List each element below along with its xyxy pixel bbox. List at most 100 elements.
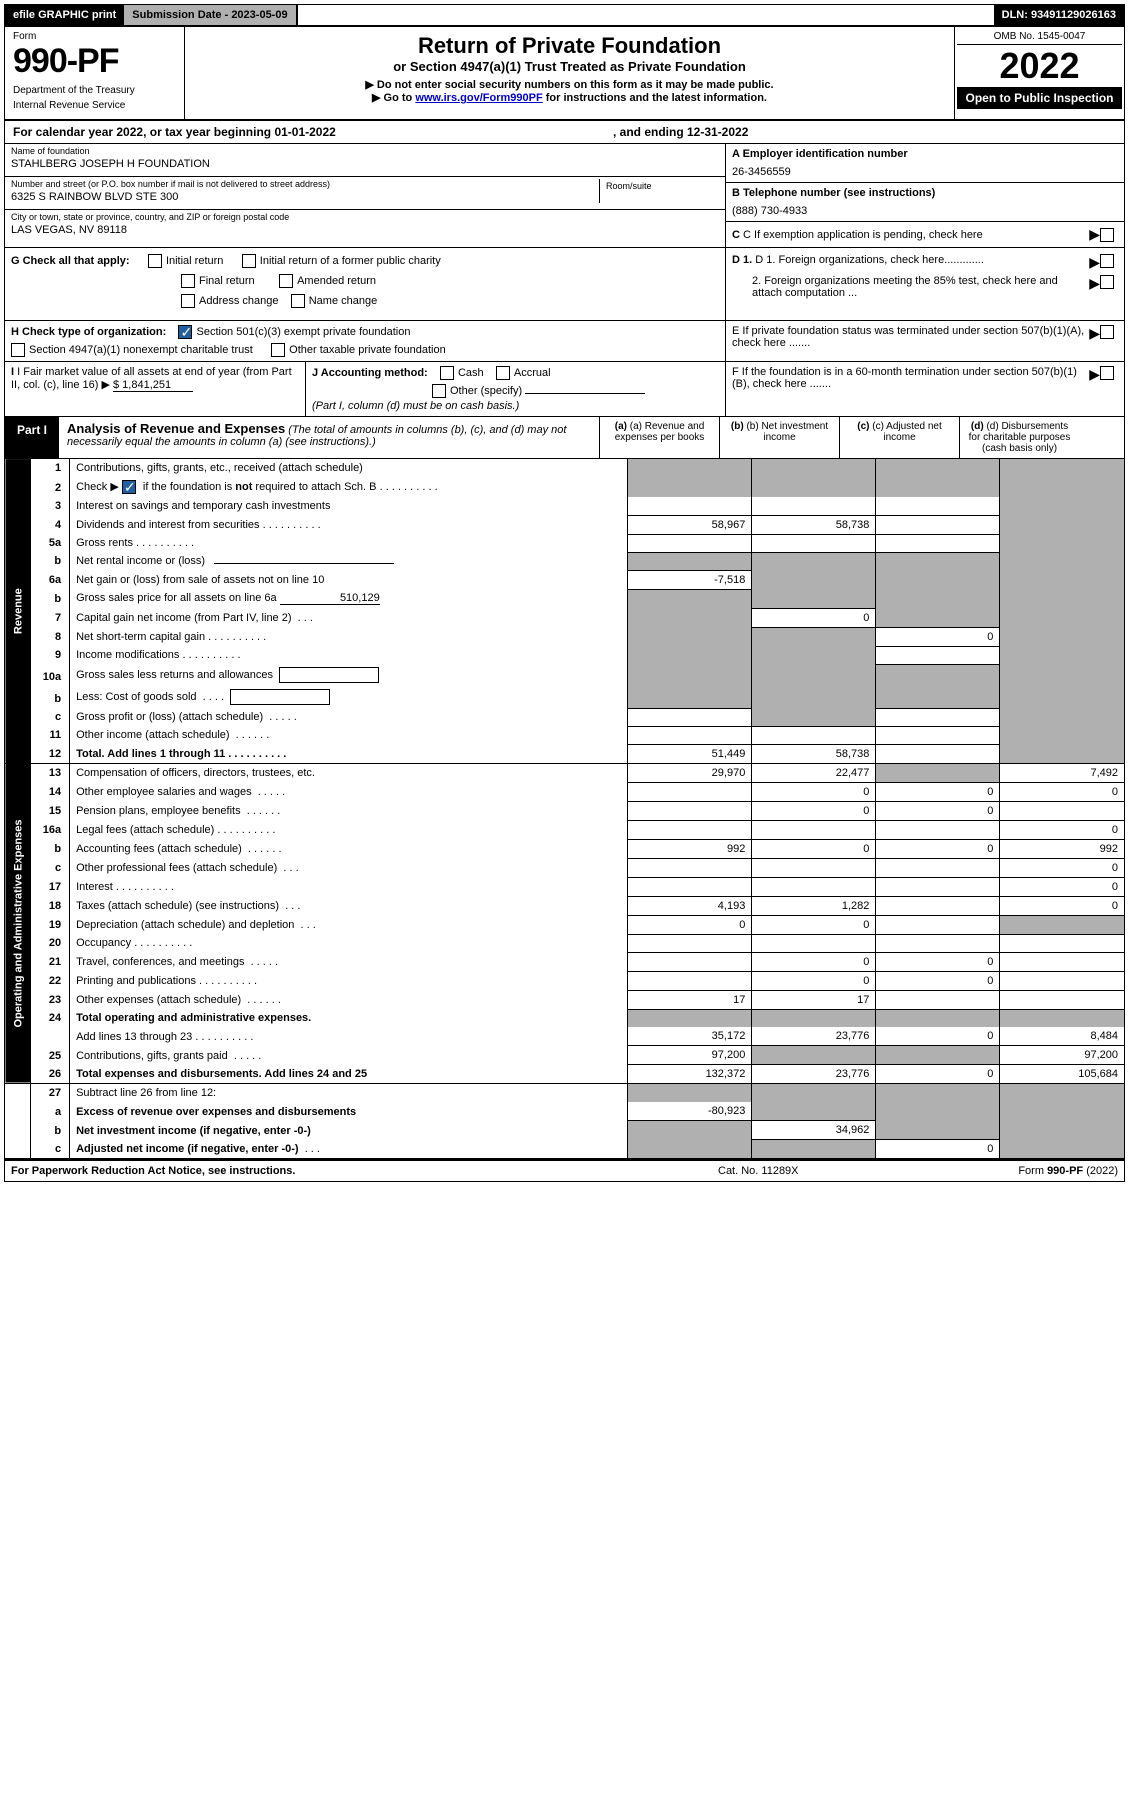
col-c-text: (c) Adjusted net income — [872, 421, 941, 443]
cell: 0 — [752, 971, 876, 990]
cell — [1000, 477, 1124, 497]
g-addr: Address change — [199, 295, 279, 307]
line-num: 15 — [30, 801, 69, 820]
cell — [876, 1084, 1000, 1103]
j-cash-checkbox[interactable] — [440, 366, 454, 380]
cell: 51,449 — [628, 744, 752, 763]
dots — [217, 824, 275, 836]
arrow-icon: ▶ — [1089, 275, 1100, 292]
l16a-text: Legal fees (attach schedule) — [76, 824, 214, 836]
line-num: 2 — [30, 477, 69, 497]
table-row: 11 Other income (attach schedule) . . . … — [5, 726, 1124, 744]
cell — [1000, 915, 1124, 934]
col-b-text: (b) Net investment income — [746, 421, 828, 443]
table-row: 7 Capital gain net income (from Part IV,… — [5, 608, 1124, 627]
d2-text: 2. Foreign organizations meeting the 85%… — [752, 275, 1058, 299]
d1-checkbox[interactable] — [1100, 254, 1114, 268]
table-row: 22 Printing and publications 0 0 — [5, 971, 1124, 990]
cell: 97,200 — [628, 1046, 752, 1065]
l10c-text: Gross profit or (loss) (attach schedule) — [76, 711, 263, 723]
cell — [1000, 686, 1124, 708]
dept-treasury: Department of the Treasury — [13, 85, 176, 96]
city-row: City or town, state or province, country… — [5, 210, 725, 242]
g-final-checkbox[interactable] — [181, 274, 195, 288]
cell — [1000, 952, 1124, 971]
cell — [628, 589, 752, 608]
cell: 0 — [752, 952, 876, 971]
g-initial-checkbox[interactable] — [148, 254, 162, 268]
g-amended-checkbox[interactable] — [279, 274, 293, 288]
g-addr-checkbox[interactable] — [181, 294, 195, 308]
cell — [752, 820, 876, 839]
addr-row: Number and street (or P.O. box number if… — [5, 177, 725, 210]
table-row: 17 Interest 0 — [5, 877, 1124, 896]
line-num: 26 — [30, 1065, 69, 1084]
d2-checkbox[interactable] — [1100, 275, 1114, 289]
c-checkbox[interactable] — [1100, 228, 1114, 242]
cell: 58,967 — [628, 515, 752, 534]
line-desc: Depreciation (attach schedule) and deple… — [70, 915, 628, 934]
table-row: 12 Total. Add lines 1 through 11 51,449 … — [5, 744, 1124, 763]
header-left: Form 990-PF Department of the Treasury I… — [5, 27, 185, 119]
dots — [136, 537, 194, 549]
cell — [628, 782, 752, 801]
note-ssn: ▶ Do not enter social security numbers o… — [197, 78, 942, 91]
l18-text: Taxes (attach schedule) (see instruction… — [76, 900, 279, 912]
cell — [1000, 801, 1124, 820]
line-desc: Interest on savings and temporary cash i… — [70, 497, 628, 515]
g-initial-former-checkbox[interactable] — [242, 254, 256, 268]
l14-text: Other employee salaries and wages — [76, 786, 251, 798]
l2-pre: Check ▶ — [76, 481, 119, 493]
irs-link[interactable]: www.irs.gov/Form990PF — [415, 92, 542, 104]
j-other-checkbox[interactable] — [432, 384, 446, 398]
cell: 0 — [1000, 820, 1124, 839]
cell: 34,962 — [752, 1121, 876, 1140]
l2-checkbox[interactable] — [122, 480, 136, 494]
h-4947-checkbox[interactable] — [11, 343, 25, 357]
cell — [876, 726, 1000, 744]
h-row: H Check type of organization: Section 50… — [5, 321, 1124, 362]
line-num: a — [30, 1102, 69, 1121]
dots — [116, 881, 174, 893]
line-num: 21 — [30, 952, 69, 971]
cell: 58,738 — [752, 744, 876, 763]
line-desc: Total. Add lines 1 through 11 — [70, 744, 628, 763]
table-row: b Less: Cost of goods sold . . . . — [5, 686, 1124, 708]
line-desc: Adjusted net income (if negative, enter … — [70, 1140, 628, 1160]
j-other-line — [525, 393, 645, 394]
form-title: Return of Private Foundation — [197, 33, 942, 59]
line-desc: Travel, conferences, and meetings . . . … — [70, 952, 628, 971]
f-checkbox[interactable] — [1100, 366, 1114, 380]
cell — [752, 1084, 876, 1103]
cell — [1000, 627, 1124, 646]
cell: 23,776 — [752, 1065, 876, 1084]
line-num: 8 — [30, 627, 69, 646]
table-row: Revenue 1 Contributions, gifts, grants, … — [5, 459, 1124, 477]
cell: 0 — [876, 971, 1000, 990]
l11-text: Other income (attach schedule) — [76, 729, 229, 741]
cell — [628, 1084, 752, 1103]
l7-text: Capital gain net income (from Part IV, l… — [76, 612, 291, 624]
table-row: 2 Check ▶ if the foundation is not requi… — [5, 477, 1124, 497]
h-501-checkbox[interactable] — [178, 325, 192, 339]
cell — [1000, 646, 1124, 664]
j-accrual-checkbox[interactable] — [496, 366, 510, 380]
g-name-checkbox[interactable] — [291, 294, 305, 308]
line-desc: Printing and publications — [70, 971, 628, 990]
cell: 0 — [628, 915, 752, 934]
e-checkbox[interactable] — [1100, 325, 1114, 339]
ein-label: A Employer identification number — [732, 148, 1118, 160]
l10b-box — [230, 689, 330, 705]
cell: 22,477 — [752, 763, 876, 782]
note-post: for instructions and the latest informat… — [543, 92, 767, 104]
line-num: b — [30, 686, 69, 708]
cell — [876, 1009, 1000, 1027]
table-row: b Net rental income or (loss) — [5, 552, 1124, 570]
cell — [876, 534, 1000, 552]
line-desc: Total operating and administrative expen… — [70, 1009, 628, 1027]
table-row: Add lines 13 through 23 35,172 23,776 0 … — [5, 1027, 1124, 1046]
line-num: 16a — [30, 820, 69, 839]
tel-label: B Telephone number (see instructions) — [732, 187, 1118, 199]
dots — [228, 748, 286, 760]
h-other-checkbox[interactable] — [271, 343, 285, 357]
